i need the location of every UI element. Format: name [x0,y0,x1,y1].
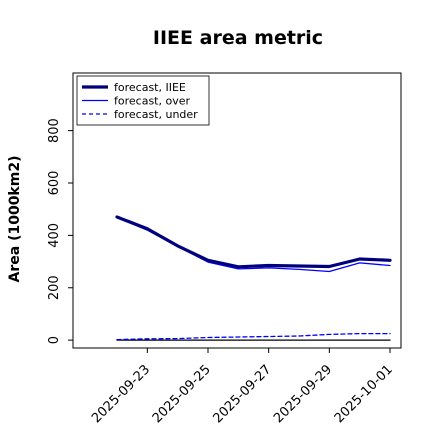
x-tick-label: 2025-09-25 [150,362,214,426]
legend-label: forecast, under [114,108,198,121]
x-ticks: 2025-09-232025-09-252025-09-272025-09-29… [89,348,396,426]
x-tick-label: 2025-10-01 [332,362,396,426]
x-tick-label: 2025-09-29 [271,362,335,426]
x-tick-label: 2025-09-27 [210,362,274,426]
y-tick-label: 800 [47,118,62,143]
y-tick-label: 600 [47,171,62,196]
legend-label: forecast, over [114,95,190,108]
chart-title: IIEE area metric [153,27,323,49]
x-tick-label: 2025-09-23 [89,362,153,426]
series-line-forecast-under [116,332,391,341]
series-line-forecast-iiee [115,215,392,269]
plot-frame [72,72,402,349]
y-tick-label: 200 [47,275,62,300]
y-tick-label: 400 [47,223,62,248]
y-axis-label: Area (1000km2) [7,156,23,283]
legend-label: forecast, IIEE [114,81,186,94]
y-ticks: 0 200 400 600 800 [47,118,73,344]
series-line-forecast-over [116,216,391,273]
y-tick-label: 0 [47,336,62,344]
series-group [115,215,392,341]
